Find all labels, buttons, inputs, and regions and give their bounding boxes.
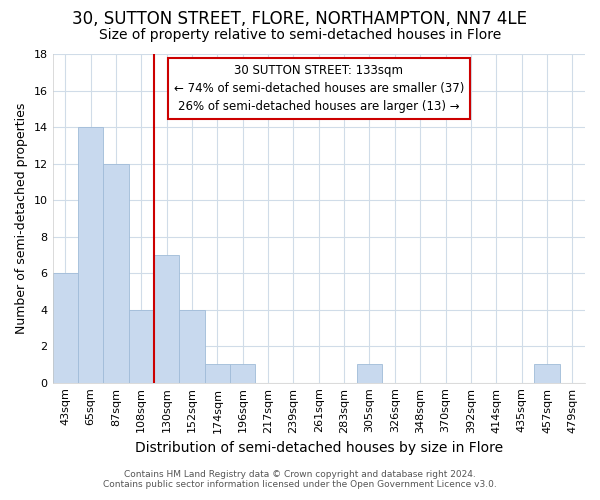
X-axis label: Distribution of semi-detached houses by size in Flore: Distribution of semi-detached houses by … <box>135 441 503 455</box>
Bar <box>205 364 230 382</box>
Bar <box>230 364 256 382</box>
Bar <box>53 273 78 382</box>
Text: 30 SUTTON STREET: 133sqm
← 74% of semi-detached houses are smaller (37)
26% of s: 30 SUTTON STREET: 133sqm ← 74% of semi-d… <box>173 64 464 113</box>
Text: 30, SUTTON STREET, FLORE, NORTHAMPTON, NN7 4LE: 30, SUTTON STREET, FLORE, NORTHAMPTON, N… <box>73 10 527 28</box>
Y-axis label: Number of semi-detached properties: Number of semi-detached properties <box>15 102 28 334</box>
Bar <box>357 364 382 382</box>
Bar <box>128 310 154 382</box>
Bar <box>154 255 179 382</box>
Bar <box>534 364 560 382</box>
Text: Contains HM Land Registry data © Crown copyright and database right 2024.
Contai: Contains HM Land Registry data © Crown c… <box>103 470 497 489</box>
Bar <box>179 310 205 382</box>
Bar <box>78 127 103 382</box>
Text: Size of property relative to semi-detached houses in Flore: Size of property relative to semi-detach… <box>99 28 501 42</box>
Bar <box>103 164 128 382</box>
